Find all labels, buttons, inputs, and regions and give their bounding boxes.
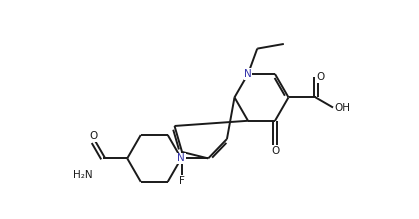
Text: N: N: [244, 69, 252, 79]
Text: OH: OH: [334, 102, 350, 113]
Text: F: F: [179, 176, 185, 186]
Text: O: O: [271, 146, 279, 156]
Text: H₂N: H₂N: [73, 170, 93, 180]
Text: N: N: [177, 153, 185, 163]
Text: O: O: [89, 131, 98, 141]
Text: O: O: [316, 72, 325, 82]
